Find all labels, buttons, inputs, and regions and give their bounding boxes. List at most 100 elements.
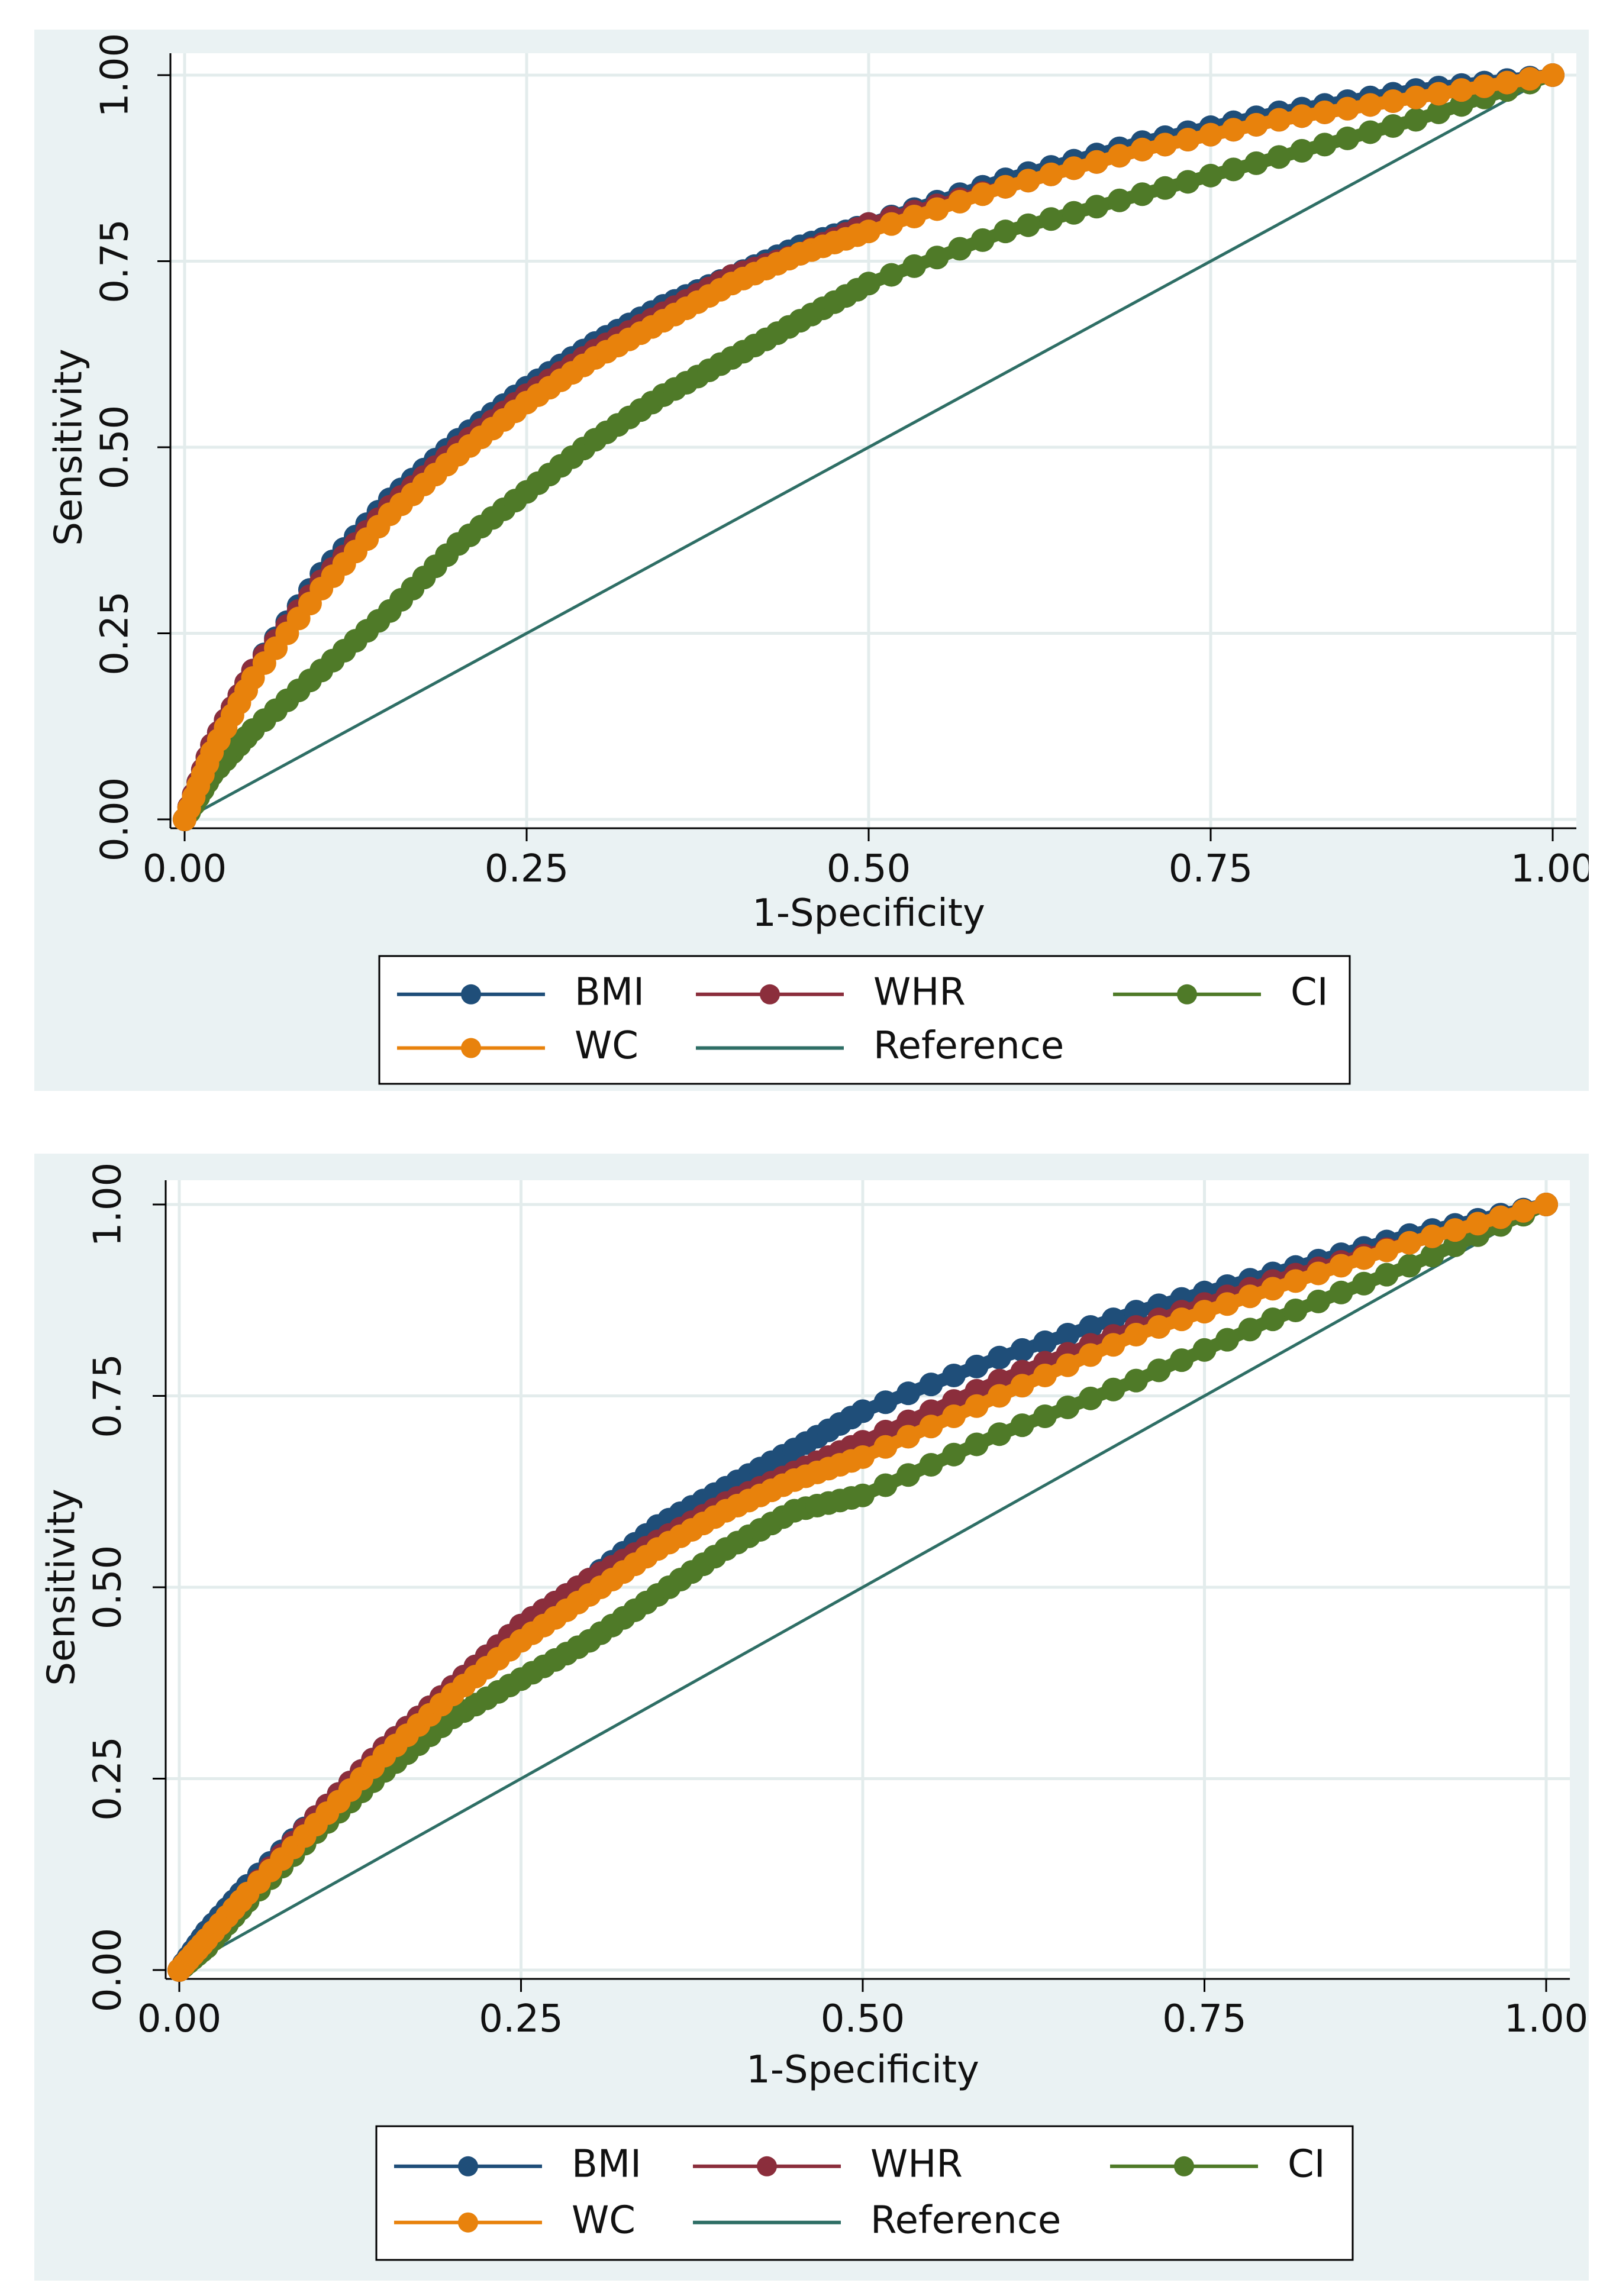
- point-wc-2-12-4: [1079, 1343, 1102, 1367]
- series-wc-1: [173, 63, 1565, 831]
- series-line-reference-1: [183, 73, 1554, 821]
- point-ci-1-13-5: [1244, 151, 1269, 175]
- point-ci-2-15-0: [1398, 1254, 1421, 1278]
- point-bmi-2-11-2: [896, 1381, 920, 1406]
- point-wc-1-13-3: [1199, 122, 1223, 147]
- point-ci-1-14-0: [1267, 145, 1291, 169]
- legend-item-whr-1: WHR: [696, 970, 966, 1014]
- point-wc-1-12-1: [1016, 169, 1040, 193]
- point-ci-1-12-0: [994, 219, 1018, 244]
- y-tick-label-1-1: 0.25: [93, 591, 137, 676]
- point-bmi-2-12-0: [988, 1345, 1011, 1370]
- point-wc-2-14-0: [1261, 1277, 1285, 1301]
- point-wc-1-13-1: [1153, 133, 1177, 157]
- point-ci-1-12-2: [1039, 207, 1063, 231]
- point-wc-2-14-4: [1352, 1246, 1376, 1270]
- legend-label-whr-2: WHR: [870, 2142, 963, 2186]
- point-ci-1-12-5: [1107, 188, 1131, 212]
- point-wc-1-14-2: [1312, 100, 1337, 124]
- point-wc-1-14-3: [1336, 96, 1360, 121]
- point-wc-1-15-2: [1449, 78, 1473, 102]
- point-ci-1-11-0: [857, 272, 880, 296]
- series-reference-2: [178, 1203, 1548, 1972]
- point-wc-2-14-1: [1283, 1269, 1308, 1293]
- point-ci-1-11-2: [902, 254, 927, 278]
- point-wc-2-14-2: [1307, 1261, 1330, 1286]
- point-ci-2-11-2: [896, 1463, 920, 1487]
- x-tick-label-1-1: 0.25: [485, 847, 569, 891]
- point-ci-1-13-2: [1176, 170, 1200, 194]
- legend-swatch-marker-whr-2: [757, 2156, 777, 2176]
- point-wc-2-12-2: [1033, 1363, 1057, 1387]
- y-axis-title-2: Sensitivity: [40, 1488, 84, 1685]
- y-tick-label-2-0: 0.00: [86, 1928, 130, 2013]
- point-wc-1-14-5: [1381, 89, 1405, 114]
- point-ci-1-14-5: [1381, 114, 1405, 138]
- point-bmi-2-12-4: [1079, 1315, 1102, 1339]
- legend-item-reference-2: Reference: [693, 2198, 1061, 2242]
- point-ci-2-14-4: [1352, 1271, 1376, 1296]
- point-ci-2-14-3: [1329, 1280, 1353, 1304]
- point-ci-2-14-5: [1375, 1262, 1399, 1287]
- point-ci-1-14-2: [1312, 133, 1337, 157]
- legend-item-wc-1: WC: [397, 1024, 638, 1068]
- point-wc-1-12-5: [1107, 144, 1131, 168]
- point-wc-1-end: [1541, 63, 1565, 87]
- series-wc-2: [167, 1193, 1558, 1982]
- point-wc-1-15-5: [1518, 67, 1542, 91]
- y-tick-label-1-4: 1.00: [93, 33, 137, 118]
- point-wc-2-11-5: [965, 1394, 989, 1418]
- point-ci-2-13-4: [1215, 1328, 1239, 1352]
- legend-swatch-marker-ci-2: [1174, 2156, 1194, 2176]
- point-wc-2-14-3: [1329, 1254, 1353, 1278]
- point-wc-1-11-0: [857, 219, 880, 244]
- legend-item-bmi-2: BMI: [394, 2142, 641, 2186]
- point-ci-1-15-1: [1427, 100, 1451, 124]
- point-ci-2-11-1: [873, 1473, 898, 1497]
- point-ci-1-12-3: [1062, 201, 1086, 225]
- point-ci-1-11-3: [925, 246, 949, 270]
- point-ci-1-15-0: [1404, 108, 1428, 132]
- y-tick-label-1-0: 0.00: [93, 777, 137, 862]
- point-wc-2-end: [1534, 1193, 1558, 1216]
- legend-label-wc-1: WC: [575, 1024, 638, 1068]
- y-tick-label-2-2: 0.50: [86, 1545, 130, 1630]
- point-ci-2-12-5: [1101, 1377, 1125, 1402]
- point-wc-2-11-0: [851, 1445, 875, 1470]
- legend-1: BMI WHR CI WC Reference: [378, 955, 1351, 1085]
- point-wc-2-15-3: [1466, 1212, 1490, 1236]
- point-wc-2-15-1: [1420, 1224, 1444, 1248]
- point-wc-2-13-2: [1170, 1307, 1194, 1332]
- point-wc-1-11-2: [902, 205, 927, 229]
- y-tick-label-1-3: 0.75: [93, 219, 137, 303]
- legend-swatch-marker-whr-1: [760, 984, 780, 1005]
- point-ci-2-11-4: [942, 1442, 966, 1467]
- x-tick-label-2-3: 0.75: [1162, 1997, 1247, 2041]
- legend-swatch-marker-ci-1: [1177, 984, 1197, 1005]
- point-wc-1-11-3: [925, 197, 949, 221]
- legend-swatch-marker-wc-2: [458, 2212, 478, 2233]
- point-ci-1-12-1: [1016, 213, 1040, 237]
- y-tick-label-2-1: 0.25: [86, 1736, 130, 1821]
- point-ci-1-14-4: [1358, 120, 1382, 144]
- point-ci-2-13-1: [1147, 1358, 1171, 1383]
- point-wc-1-13-4: [1221, 118, 1246, 142]
- x-tick-label-1-4: 1.00: [1511, 847, 1589, 891]
- point-bmi-2-12-5: [1101, 1307, 1125, 1332]
- legend-label-wc-2: WC: [572, 2198, 636, 2242]
- gridlines-2: [166, 1180, 1570, 1979]
- point-ci-1-13-3: [1199, 163, 1223, 188]
- point-wc-2-15-4: [1489, 1205, 1512, 1229]
- y-tick-label-1-2: 0.50: [93, 405, 137, 490]
- point-bmi-2-11-4: [942, 1363, 966, 1387]
- series-reference-1: [183, 73, 1554, 821]
- legend-label-reference-1: Reference: [873, 1024, 1064, 1068]
- point-ci-1-11-1: [879, 263, 904, 287]
- point-wc-2-12-1: [1010, 1374, 1034, 1398]
- point-ci-1-11-4: [948, 237, 972, 261]
- x-tick-label-2-0: 0.00: [137, 1997, 222, 2041]
- point-wc-1-13-2: [1176, 128, 1200, 152]
- point-ci-2-11-5: [965, 1432, 989, 1457]
- point-wc-2-12-5: [1101, 1333, 1125, 1357]
- series-ci-1: [173, 63, 1565, 831]
